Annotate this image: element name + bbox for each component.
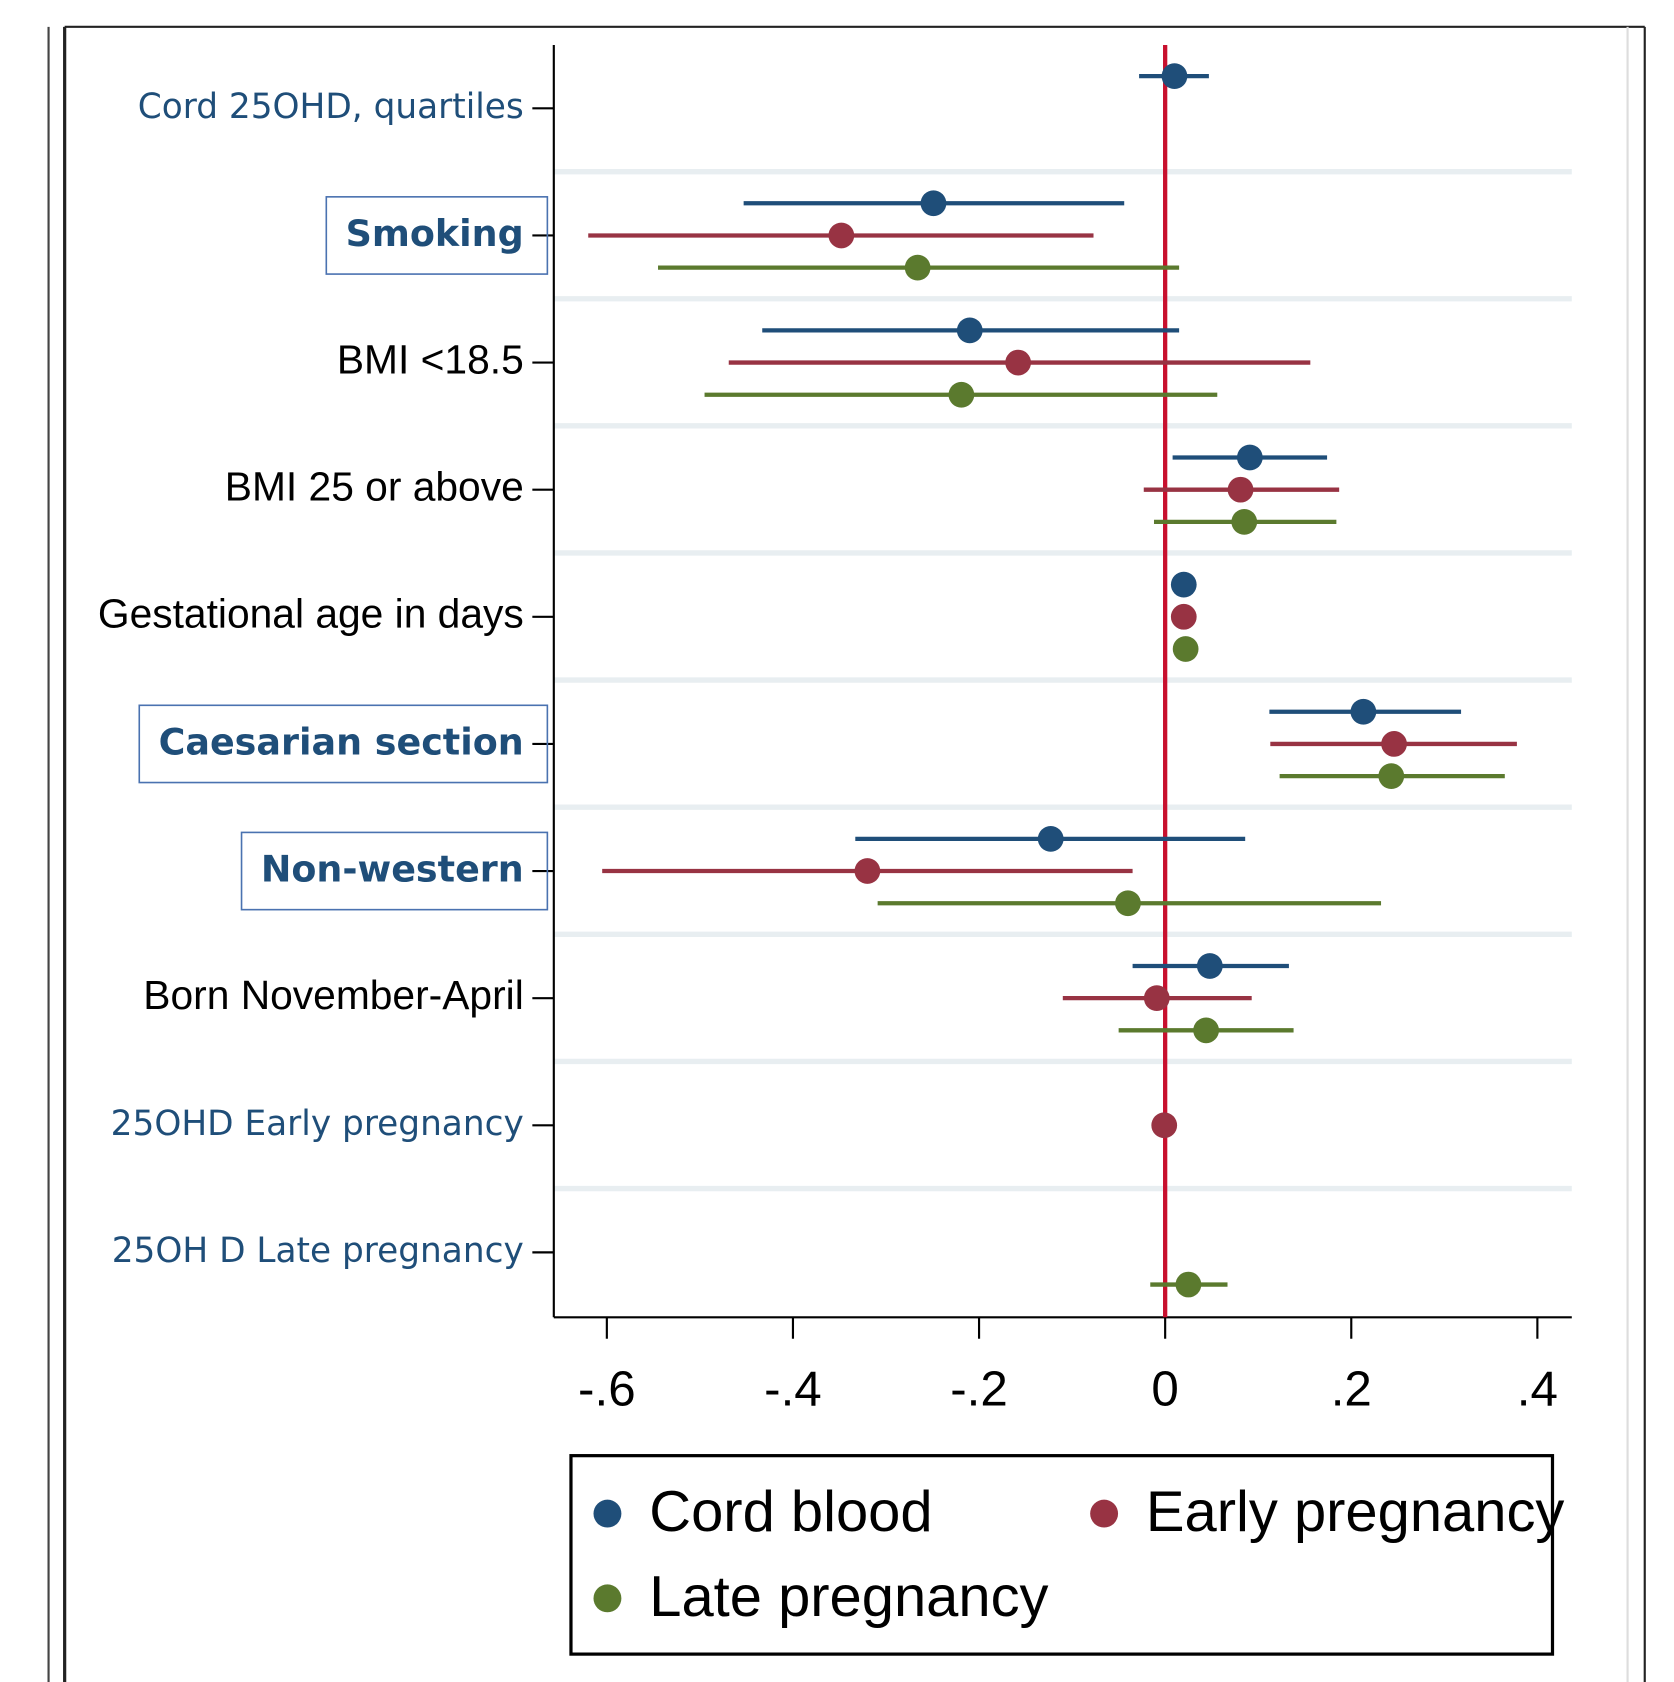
point-estimate (1037, 825, 1064, 852)
legend-marker (593, 1584, 622, 1613)
point-estimate (1236, 444, 1263, 471)
point-estimate (1172, 636, 1199, 662)
point-estimate (956, 317, 983, 344)
point-estimate (1231, 508, 1258, 535)
point-estimate (1196, 953, 1223, 979)
category-label: Non-western (261, 848, 524, 891)
x-tick-label: -.2 (950, 1361, 1008, 1416)
point-estimate (1193, 1017, 1219, 1044)
x-tick-label: -.4 (764, 1361, 822, 1416)
point-estimate (1381, 731, 1407, 757)
plot-area: -.6 -.4 -.2 0 .2 .4 Cord 25OHD, quartiles Smoki… (98, 45, 1572, 1416)
point-estimate (1350, 698, 1377, 725)
x-tick-label: .2 (1331, 1361, 1372, 1416)
legend-marker (593, 1499, 622, 1528)
point-estimate (1005, 349, 1032, 376)
legend-label: Cord blood (649, 1480, 932, 1544)
legend-label: Late pregnancy (649, 1565, 1048, 1629)
legend-marker (1090, 1499, 1119, 1528)
point-estimate (1151, 1112, 1178, 1139)
point-estimate (920, 190, 947, 217)
category-label: 25OH D Late pregnancy (112, 1231, 524, 1271)
point-estimate (1378, 763, 1405, 789)
row-separators (553, 168, 1572, 1192)
legend-label: Early pregnancy (1146, 1480, 1564, 1544)
category-label: BMI <18.5 (337, 336, 524, 382)
category-label: Caesarian section (159, 720, 524, 763)
point-estimate (1175, 1271, 1202, 1298)
category-label: BMI 25 or above (225, 463, 524, 509)
point-estimate (1170, 603, 1197, 630)
point-estimate (904, 254, 931, 281)
x-tick-label: 0 (1151, 1361, 1178, 1416)
legend-box (569, 1454, 1555, 1656)
label-box (325, 196, 549, 275)
point-estimate (1115, 890, 1141, 917)
point-estimate (1143, 985, 1170, 1012)
point-estimate (828, 222, 855, 249)
point-estimate (948, 381, 975, 408)
x-tick-label: -.6 (578, 1361, 636, 1416)
point-estimate (1161, 63, 1188, 90)
label-box (240, 831, 549, 911)
category-label: Cord 25OHD, quartiles (138, 87, 524, 127)
point-estimate (1170, 571, 1197, 598)
category-label: Smoking (346, 212, 524, 255)
category-label: 25OHD Early pregnancy (111, 1104, 524, 1144)
legend: Cord blood Early pregnancy Late pregnancy (593, 1480, 1564, 1629)
point-estimate (854, 858, 881, 884)
x-tick-label: .4 (1517, 1361, 1558, 1416)
category-label: Born November-April (143, 972, 523, 1018)
label-box (138, 704, 549, 784)
category-label: Gestational age in days (98, 591, 524, 637)
point-estimate (1227, 476, 1254, 503)
